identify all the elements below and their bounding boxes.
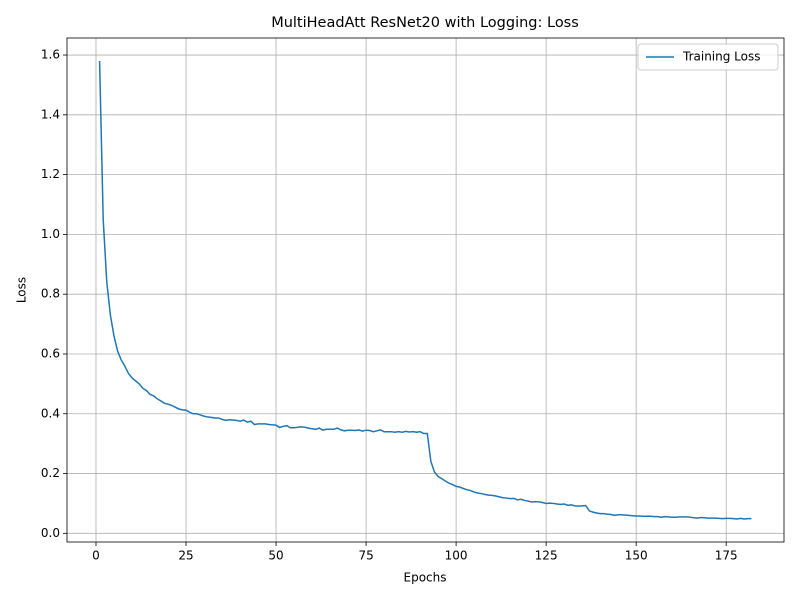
y-tick-label: 0.4 — [41, 406, 60, 420]
loss-line — [98, 61, 752, 520]
legend-label: Training Loss — [682, 50, 760, 64]
y-tick-label: 0.8 — [41, 287, 60, 301]
x-axis-label: Epochs — [404, 571, 447, 585]
x-tick-label: 50 — [268, 549, 283, 563]
x-tick-label: 75 — [358, 549, 373, 563]
x-tick-label: 125 — [535, 549, 558, 563]
legend-box — [637, 43, 779, 71]
x-tick-label: 25 — [178, 549, 193, 563]
axes-frame — [66, 37, 785, 543]
x-tick-label: 100 — [445, 549, 468, 563]
x-tick-label: 0 — [92, 549, 100, 563]
chart-title: MultiHeadAtt ResNet20 with Logging: Loss — [271, 15, 579, 31]
y-tick-label: 1.4 — [41, 107, 60, 121]
y-tick-label: 1.6 — [41, 48, 60, 62]
y-tick-label: 0.2 — [41, 466, 60, 480]
y-axis-label: Loss — [15, 277, 29, 303]
x-tick-label: 150 — [625, 549, 648, 563]
y-tick-label: 1.2 — [41, 167, 60, 181]
x-tick-label: 175 — [715, 549, 738, 563]
y-tick-label: 0.0 — [41, 526, 60, 540]
y-tick-label: 0.6 — [41, 346, 60, 360]
y-tick-label: 1.0 — [41, 227, 60, 241]
